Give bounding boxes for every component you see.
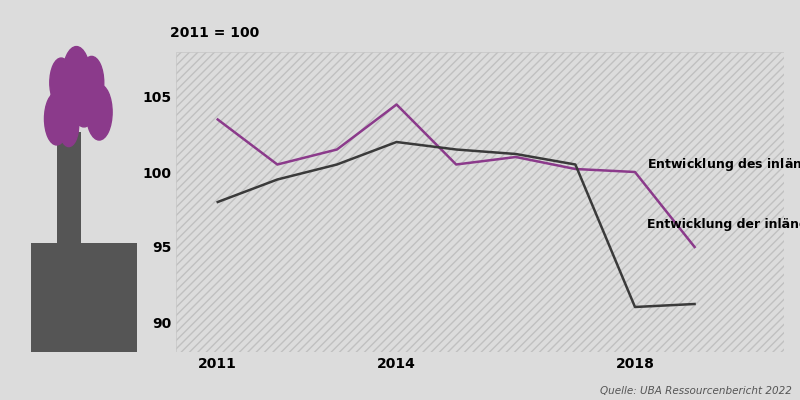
Circle shape <box>59 104 78 146</box>
Polygon shape <box>57 132 81 243</box>
Circle shape <box>45 92 69 145</box>
Circle shape <box>50 58 73 107</box>
Circle shape <box>70 65 98 127</box>
Circle shape <box>79 56 104 109</box>
Circle shape <box>62 46 90 106</box>
Text: Entwicklung des inländischen Anteils am deutschen CO$_2$-Fußabdruck: Entwicklung des inländischen Anteils am … <box>647 156 800 173</box>
Circle shape <box>86 84 112 140</box>
Text: Entwicklung der inländischen Entnahme fossiler Energieträger: Entwicklung der inländischen Entnahme fo… <box>647 218 800 231</box>
Polygon shape <box>30 243 138 352</box>
Text: Quelle: UBA Ressourcenbericht 2022: Quelle: UBA Ressourcenbericht 2022 <box>600 386 792 396</box>
Text: 2011 = 100: 2011 = 100 <box>170 26 259 40</box>
Circle shape <box>50 73 81 138</box>
